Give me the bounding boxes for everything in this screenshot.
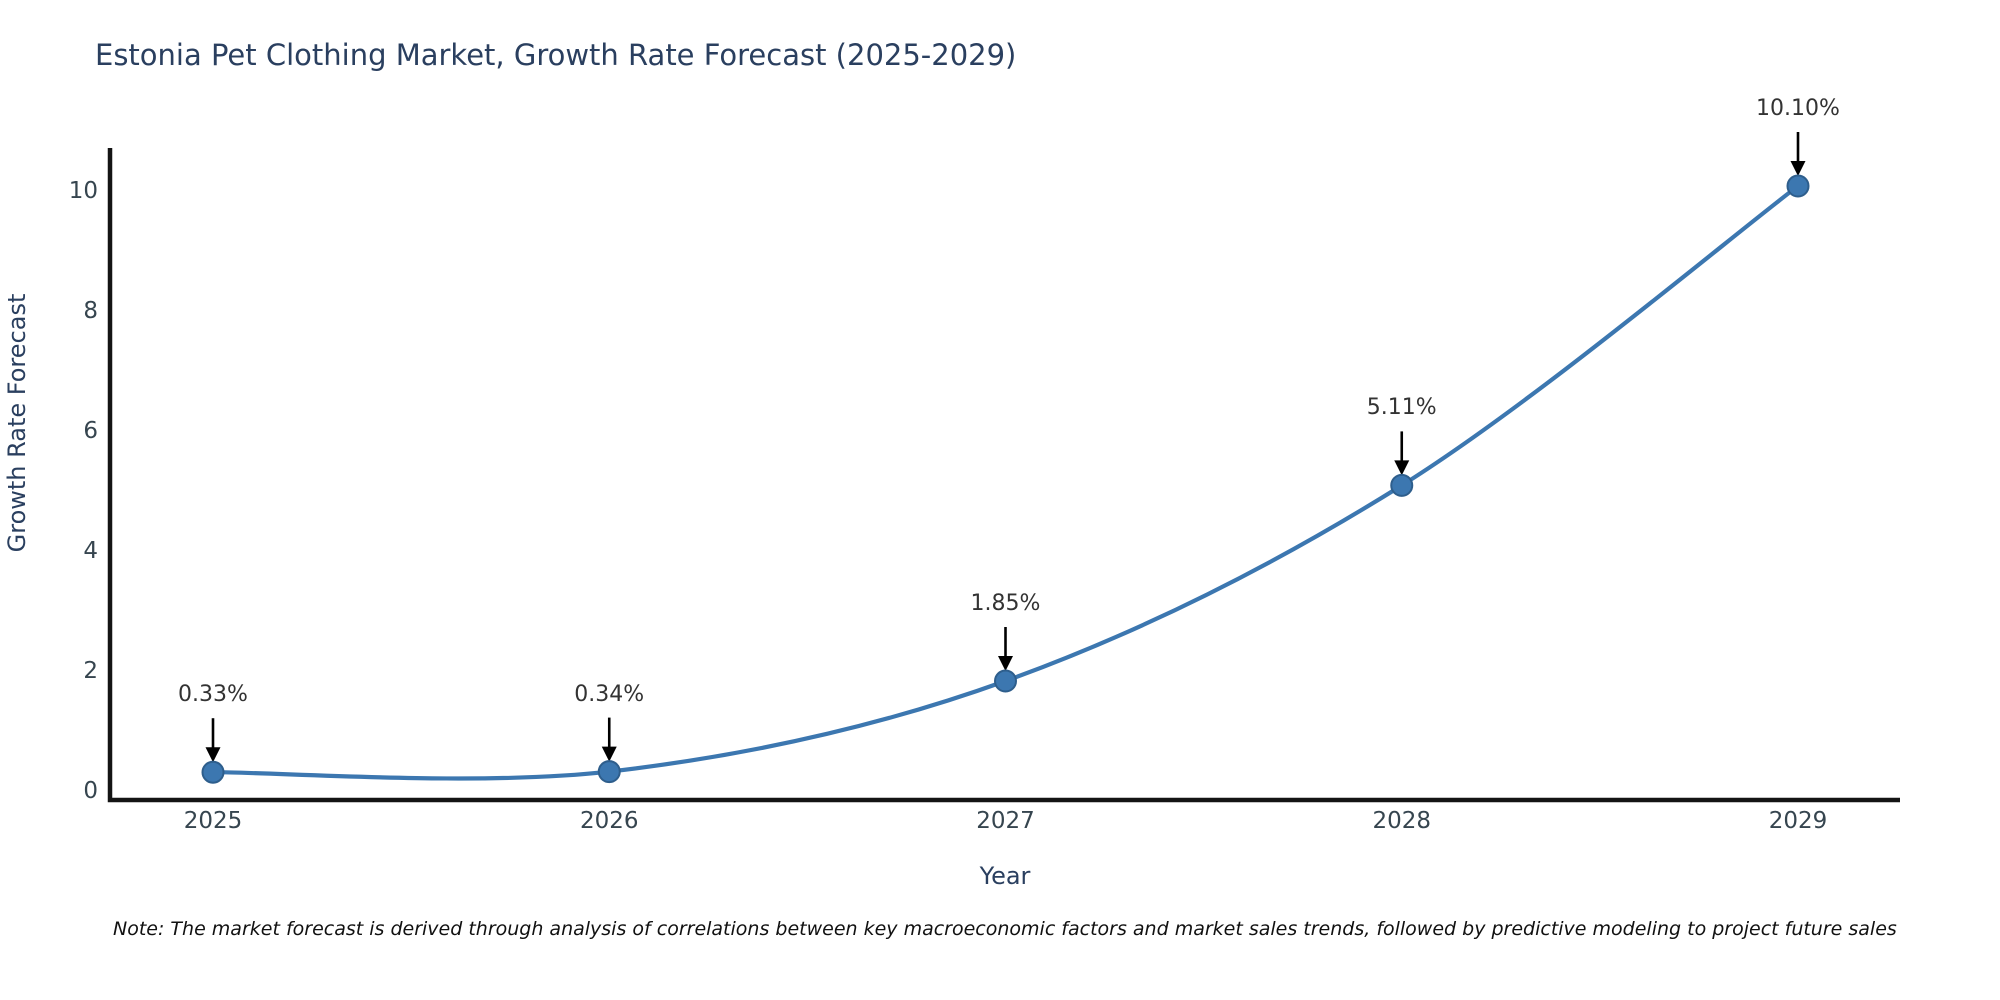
data-point-label: 5.11% [1366,395,1437,421]
y-tick-label: 8 [83,298,98,324]
data-point-marker [597,760,621,784]
chart-title: Estonia Pet Clothing Market, Growth Rate… [95,38,1017,72]
y-tick-label: 0 [83,778,98,804]
data-point-label: 1.85% [970,591,1041,616]
y-tick-label: 6 [83,418,98,444]
data-point-marker [994,669,1017,693]
annotation-arrow-head [998,656,1013,671]
x-tick-label: 2027 [976,808,1035,834]
annotation-arrow-head [1394,460,1410,476]
data-point-marker [1786,174,1810,198]
y-tick-label: 10 [68,178,98,204]
data-point-marker [201,760,225,784]
x-tick-label: 2029 [1768,808,1828,834]
annotation-arrow-head [601,746,617,762]
data-point-label: 10.10% [1756,96,1840,121]
y-tick-label: 4 [83,538,98,564]
x-tick-label: 2025 [183,808,243,834]
x-axis-title: Year [979,862,1031,890]
axis-lines [107,148,1900,803]
x-tick-label: 2026 [579,808,639,834]
annotation-arrow-head [205,747,221,763]
chart-footnote: Note: The market forecast is derived thr… [113,918,1897,940]
y-tick-label: 2 [83,658,98,684]
data-point-marker [1390,473,1414,497]
x-tick-label: 2028 [1372,808,1432,834]
forecast-line-series [210,183,1801,781]
annotation-arrow-head [1790,161,1806,176]
data-point-label: 0.33% [178,682,248,708]
data-point-label: 0.34% [574,681,645,707]
